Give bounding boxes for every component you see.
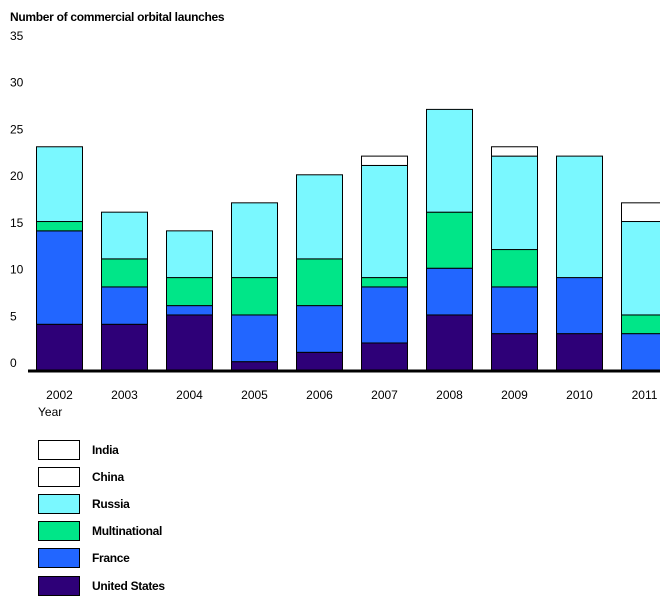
y-axis-ticks: 0 5 10 15 20 25 30 35 xyxy=(10,29,24,370)
bar-segment-united-states-2010 xyxy=(557,334,603,371)
bar-segment-france-2010 xyxy=(557,278,603,334)
legend-swatch xyxy=(38,467,80,487)
legend-item: Russia xyxy=(38,490,165,517)
bar-segment-united-states-2004 xyxy=(167,315,213,371)
bar-segment-russia-2006 xyxy=(297,175,343,259)
x-tick-label: 2011 xyxy=(632,388,658,402)
bar-segment-france-2011 xyxy=(622,334,660,371)
y-tick-label: 10 xyxy=(10,263,24,277)
bar-segment-multinational-2002 xyxy=(37,222,83,231)
bar-segment-multinational-2003 xyxy=(102,259,148,287)
legend-swatch xyxy=(38,576,80,596)
legend-label: United States xyxy=(92,579,165,593)
legend-item: United States xyxy=(38,572,165,599)
y-tick-label: 5 xyxy=(10,309,17,323)
bar-segment-russia-2007 xyxy=(362,165,408,277)
x-tick-label: 2002 xyxy=(46,388,73,402)
legend-label: Multinational xyxy=(92,524,162,538)
bar-segment-russia-2005 xyxy=(232,203,278,278)
bar-segment-france-2008 xyxy=(427,268,473,315)
bar-segment-multinational-2008 xyxy=(427,212,473,268)
legend-item: France xyxy=(38,545,165,572)
bar-segment-russia-2008 xyxy=(427,109,473,212)
y-tick-label: 20 xyxy=(10,169,24,183)
bar-segment-russia-2009 xyxy=(492,156,538,249)
legend-label: India xyxy=(92,443,119,457)
bar-segment-multinational-2011 xyxy=(622,315,660,334)
x-tick-label: 2008 xyxy=(436,388,463,402)
legend-item: China xyxy=(38,463,165,490)
legend-label: Russia xyxy=(92,497,130,511)
bar-segment-france-2004 xyxy=(167,306,213,315)
x-axis-label: Year xyxy=(38,405,62,419)
legend-label: China xyxy=(92,470,124,484)
bar-segment-multinational-2005 xyxy=(232,278,278,315)
bar-segment-multinational-2009 xyxy=(492,250,538,287)
x-axis-ticks: 2002 2003 2004 2005 2006 2007 2008 2009 2010 2011 xyxy=(46,388,658,402)
bar-segment-russia-2004 xyxy=(167,231,213,278)
bar-segment-france-2002 xyxy=(37,231,83,324)
bar-segment-france-2006 xyxy=(297,306,343,353)
x-tick-label: 2003 xyxy=(111,388,138,402)
bar-segment-united-states-2003 xyxy=(102,324,148,371)
legend-label: France xyxy=(92,551,130,565)
bar-segment-multinational-2007 xyxy=(362,278,408,287)
bar-segment-china-2007 xyxy=(362,156,408,165)
y-tick-label: 15 xyxy=(10,216,24,230)
bar-segment-russia-2003 xyxy=(102,212,148,259)
x-tick-label: 2005 xyxy=(241,388,268,402)
bar-segment-united-states-2002 xyxy=(37,324,83,371)
legend-swatch xyxy=(38,440,80,460)
y-tick-label: 30 xyxy=(10,76,24,90)
bar-segment-multinational-2006 xyxy=(297,259,343,306)
bar-segment-france-2009 xyxy=(492,287,538,334)
bar-segment-china-2011 xyxy=(622,203,660,222)
y-tick-label: 0 xyxy=(10,356,17,370)
bar-segment-united-states-2009 xyxy=(492,334,538,371)
bar-segment-france-2003 xyxy=(102,287,148,324)
x-tick-label: 2004 xyxy=(176,388,203,402)
y-tick-label: 25 xyxy=(10,122,24,136)
bar-segment-russia-2010 xyxy=(557,156,603,277)
y-tick-label: 35 xyxy=(10,29,24,43)
legend-swatch xyxy=(38,548,80,568)
legend-swatch xyxy=(38,494,80,514)
bar-segment-multinational-2004 xyxy=(167,278,213,306)
bar-segment-china-2009 xyxy=(492,147,538,156)
x-tick-label: 2010 xyxy=(566,388,593,402)
bar-segment-united-states-2006 xyxy=(297,352,343,371)
bar-stacks xyxy=(37,109,660,371)
legend-swatch xyxy=(38,521,80,541)
legend-item: India xyxy=(38,436,165,463)
bar-segment-france-2005 xyxy=(232,315,278,362)
x-tick-label: 2006 xyxy=(306,388,333,402)
bar-segment-united-states-2008 xyxy=(427,315,473,371)
bar-segment-france-2007 xyxy=(362,287,408,343)
x-tick-label: 2007 xyxy=(371,388,398,402)
bar-segment-russia-2011 xyxy=(622,222,660,315)
legend-item: Multinational xyxy=(38,518,165,545)
bar-segment-russia-2002 xyxy=(37,147,83,222)
x-tick-label: 2009 xyxy=(501,388,528,402)
legend: India China Russia Multinational France Unite… xyxy=(38,436,165,599)
bar-segment-united-states-2007 xyxy=(362,343,408,371)
